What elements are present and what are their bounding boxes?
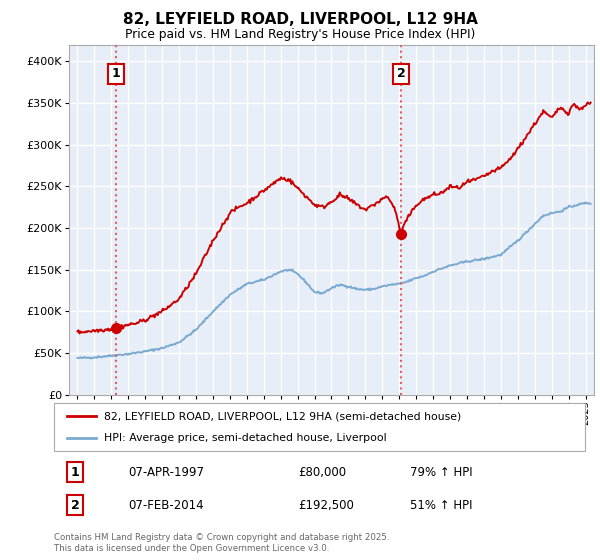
Text: Contains HM Land Registry data © Crown copyright and database right 2025.
This d: Contains HM Land Registry data © Crown c…	[54, 533, 389, 553]
Text: 82, LEYFIELD ROAD, LIVERPOOL, L12 9HA: 82, LEYFIELD ROAD, LIVERPOOL, L12 9HA	[122, 12, 478, 27]
Text: 82, LEYFIELD ROAD, LIVERPOOL, L12 9HA (semi-detached house): 82, LEYFIELD ROAD, LIVERPOOL, L12 9HA (s…	[104, 411, 461, 421]
Text: 79% ↑ HPI: 79% ↑ HPI	[410, 466, 472, 479]
Text: 51% ↑ HPI: 51% ↑ HPI	[410, 498, 472, 512]
Text: 1: 1	[112, 67, 120, 81]
Text: 07-APR-1997: 07-APR-1997	[128, 466, 205, 479]
Text: 07-FEB-2014: 07-FEB-2014	[128, 498, 204, 512]
Text: 1: 1	[71, 466, 80, 479]
Text: HPI: Average price, semi-detached house, Liverpool: HPI: Average price, semi-detached house,…	[104, 433, 387, 443]
Text: 2: 2	[397, 67, 406, 81]
FancyBboxPatch shape	[54, 403, 585, 451]
Text: Price paid vs. HM Land Registry's House Price Index (HPI): Price paid vs. HM Land Registry's House …	[125, 28, 475, 41]
Text: 2: 2	[71, 498, 80, 512]
Text: £192,500: £192,500	[298, 498, 354, 512]
Text: £80,000: £80,000	[298, 466, 346, 479]
